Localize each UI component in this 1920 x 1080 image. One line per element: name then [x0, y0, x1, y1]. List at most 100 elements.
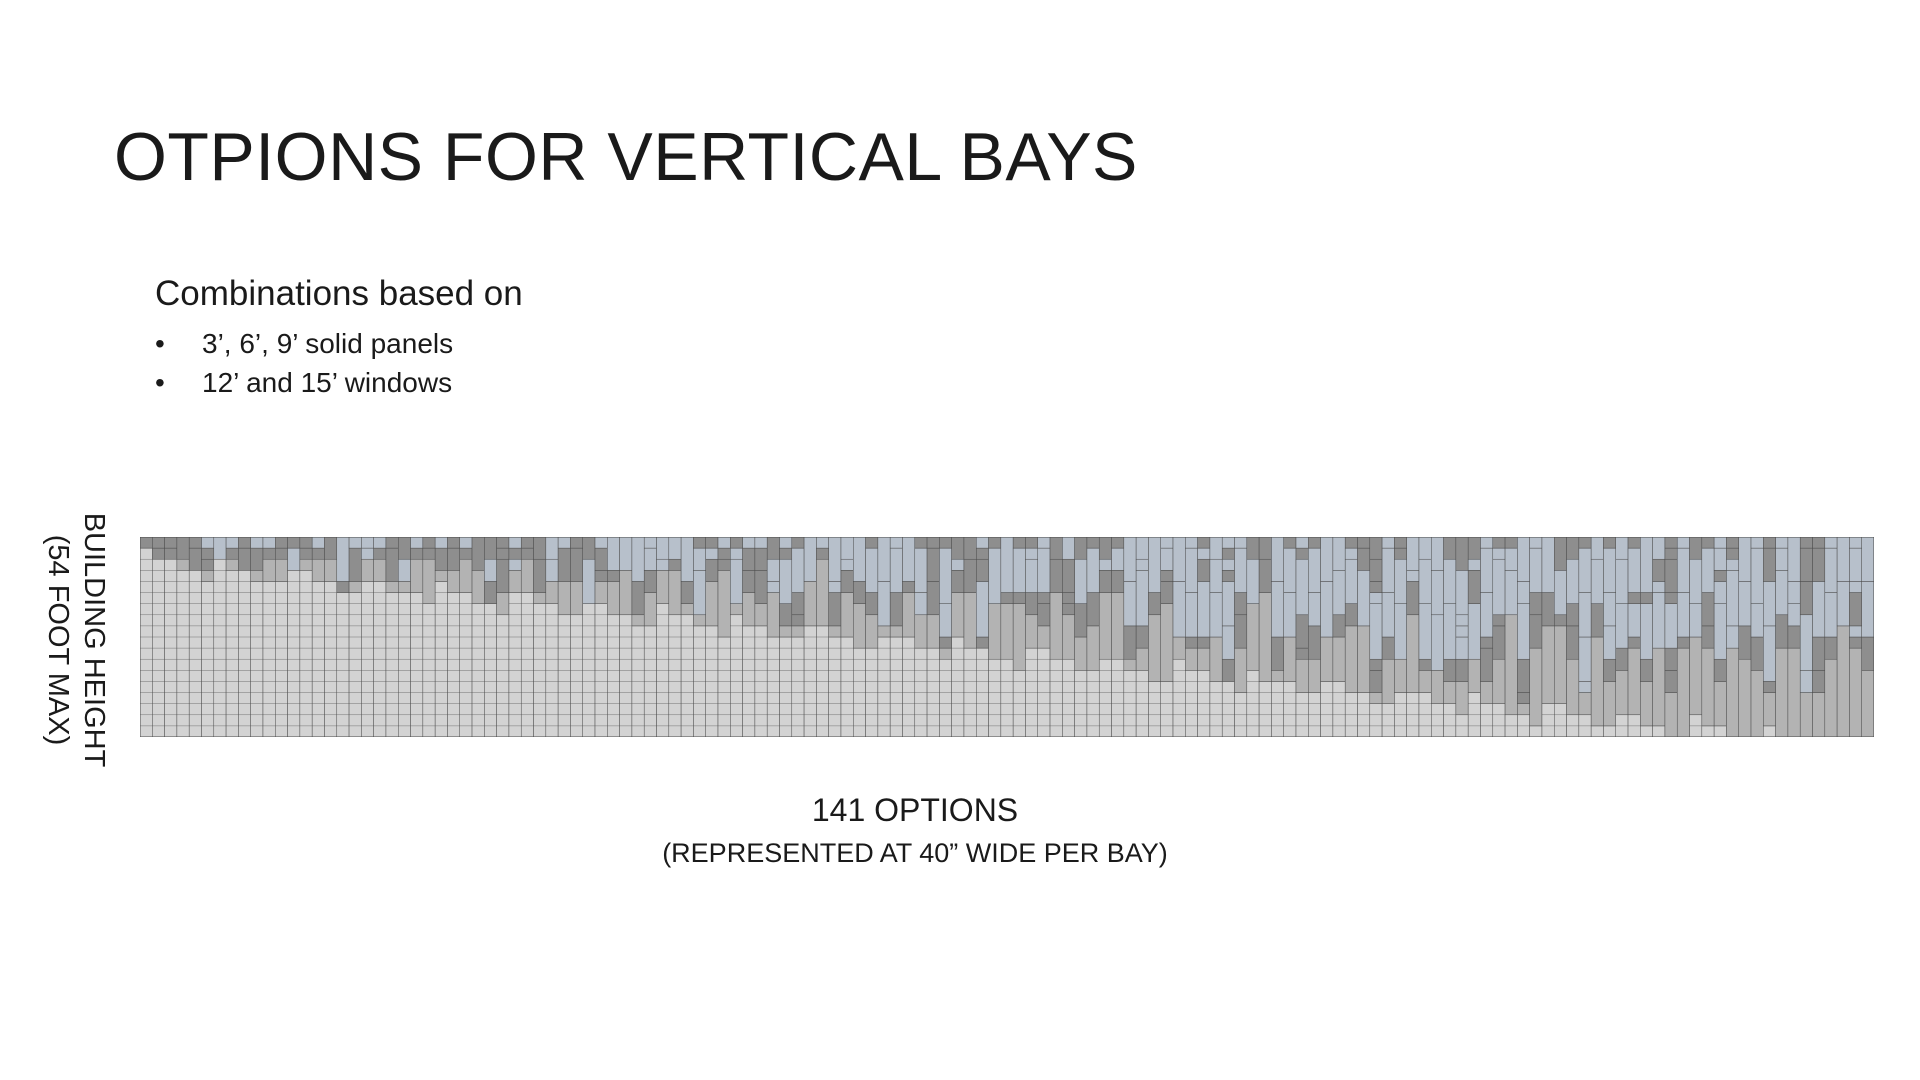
bay-window: [877, 581, 891, 627]
bay-window: [816, 537, 829, 549]
bay-window: [1246, 558, 1260, 604]
bay-window: [1726, 558, 1739, 571]
bay-window: [1836, 537, 1850, 582]
bay-dark-panel: [520, 547, 534, 560]
bay-dark-panel: [1258, 558, 1272, 593]
y-axis-label: BUILDING HEIGHT (54 FOOT MAX): [36, 505, 116, 775]
bay-window: [324, 537, 338, 560]
bay-window: [1812, 581, 1826, 638]
bay-window: [1467, 537, 1481, 560]
bay-window: [1160, 537, 1174, 549]
bay-dark-panel: [484, 581, 497, 604]
bay-solid-light: [668, 614, 682, 737]
bay-window: [250, 537, 264, 549]
bay-window: [238, 537, 251, 549]
bay-window: [914, 537, 928, 549]
bay-solid-light: [410, 592, 424, 737]
bay-solid-panel: [840, 592, 854, 638]
bay-dark-panel: [1664, 670, 1678, 693]
bay-window: [1160, 547, 1174, 571]
bay-window: [496, 547, 510, 560]
bay-dark-panel: [1221, 658, 1235, 682]
bay-window: [1344, 558, 1358, 604]
bay-solid-panel: [1787, 647, 1801, 737]
bay-window: [1824, 547, 1838, 593]
bay-window: [656, 537, 670, 560]
bay-window: [1603, 547, 1616, 593]
bay-window: [250, 547, 264, 571]
bay-dark-panel: [1640, 658, 1653, 682]
bay-window: [680, 537, 694, 582]
bay-window: [1849, 581, 1862, 593]
bay-solid-panel: [1209, 636, 1223, 682]
bay-solid-panel: [1197, 647, 1211, 671]
bay-window: [484, 537, 497, 560]
bay-window: [1357, 547, 1371, 571]
bay-solid-panel: [1049, 592, 1063, 660]
bay-dark-panel: [410, 547, 424, 560]
bay-window: [1172, 537, 1186, 582]
bay-window: [1443, 537, 1457, 560]
bay-window: [1369, 592, 1383, 604]
bay-window: [434, 537, 448, 549]
bay-window: [1062, 537, 1075, 560]
bay-solid-panel: [963, 592, 977, 649]
bay-solid-panel: [1861, 670, 1874, 737]
bay-solid-panel: [1480, 681, 1494, 704]
bay-solid-panel: [1566, 658, 1580, 716]
bay-window: [582, 558, 596, 604]
bay-window: [1640, 603, 1653, 660]
bullet-text: 12’ and 15’ windows: [202, 367, 453, 398]
bay-window: [1074, 537, 1088, 560]
bay-window: [914, 592, 928, 616]
bay-dark-panel: [373, 547, 387, 560]
bay-window: [1209, 537, 1223, 560]
bay-solid-panel: [533, 592, 547, 604]
bullet-item: • 3’, 6’, 9’ solid panels: [155, 324, 523, 363]
bay-dark-panel: [1849, 636, 1862, 649]
bay-solid-panel: [1529, 647, 1543, 727]
bay-solid-panel: [1799, 692, 1813, 737]
bay-window: [889, 547, 903, 593]
bay-window: [1689, 558, 1703, 604]
bay-window: [1812, 537, 1826, 549]
bay-window: [1787, 603, 1801, 627]
bay-solid-panel: [1258, 592, 1272, 682]
bay-window: [1209, 592, 1223, 638]
bay-options-grid: [140, 537, 1874, 737]
bay-dark-panel: [963, 558, 977, 593]
bay-solid-panel: [1271, 670, 1284, 682]
bay-window: [1357, 570, 1371, 627]
bay-window: [693, 570, 706, 616]
bay-window: [225, 537, 239, 549]
bay-window: [988, 537, 1002, 549]
bay-window: [1529, 547, 1543, 593]
bay-solid-panel: [1590, 636, 1604, 727]
bay-window: [1775, 570, 1789, 616]
bay-dark-panel: [1492, 625, 1506, 660]
bay-dark-panel: [1529, 614, 1543, 649]
bay-dark-panel: [262, 547, 276, 560]
bay-window: [1750, 547, 1764, 604]
bay-window: [1418, 537, 1432, 560]
bay-solid-panel: [275, 558, 288, 582]
bay-solid-panel: [1467, 658, 1481, 693]
bay-dark-panel: [1824, 636, 1838, 660]
bay-solid-panel: [717, 570, 731, 638]
bay-solid-panel: [1062, 614, 1075, 660]
bay-dark-panel: [1554, 614, 1567, 627]
bay-dark-panel: [1234, 614, 1248, 649]
bay-solid-panel: [1406, 614, 1420, 693]
bay-window: [1431, 614, 1444, 671]
bay-dark-panel: [779, 603, 793, 627]
bay-window: [1578, 592, 1592, 638]
bay-window: [1763, 625, 1776, 682]
bay-dark-panel: [299, 547, 313, 560]
bay-window: [1861, 537, 1874, 582]
bay-dark-panel: [1049, 558, 1063, 593]
bay-window: [176, 537, 190, 560]
bay-window: [1504, 547, 1518, 571]
bay-solid-light: [1160, 681, 1174, 737]
bay-window: [496, 537, 510, 549]
bay-window: [1517, 658, 1530, 693]
